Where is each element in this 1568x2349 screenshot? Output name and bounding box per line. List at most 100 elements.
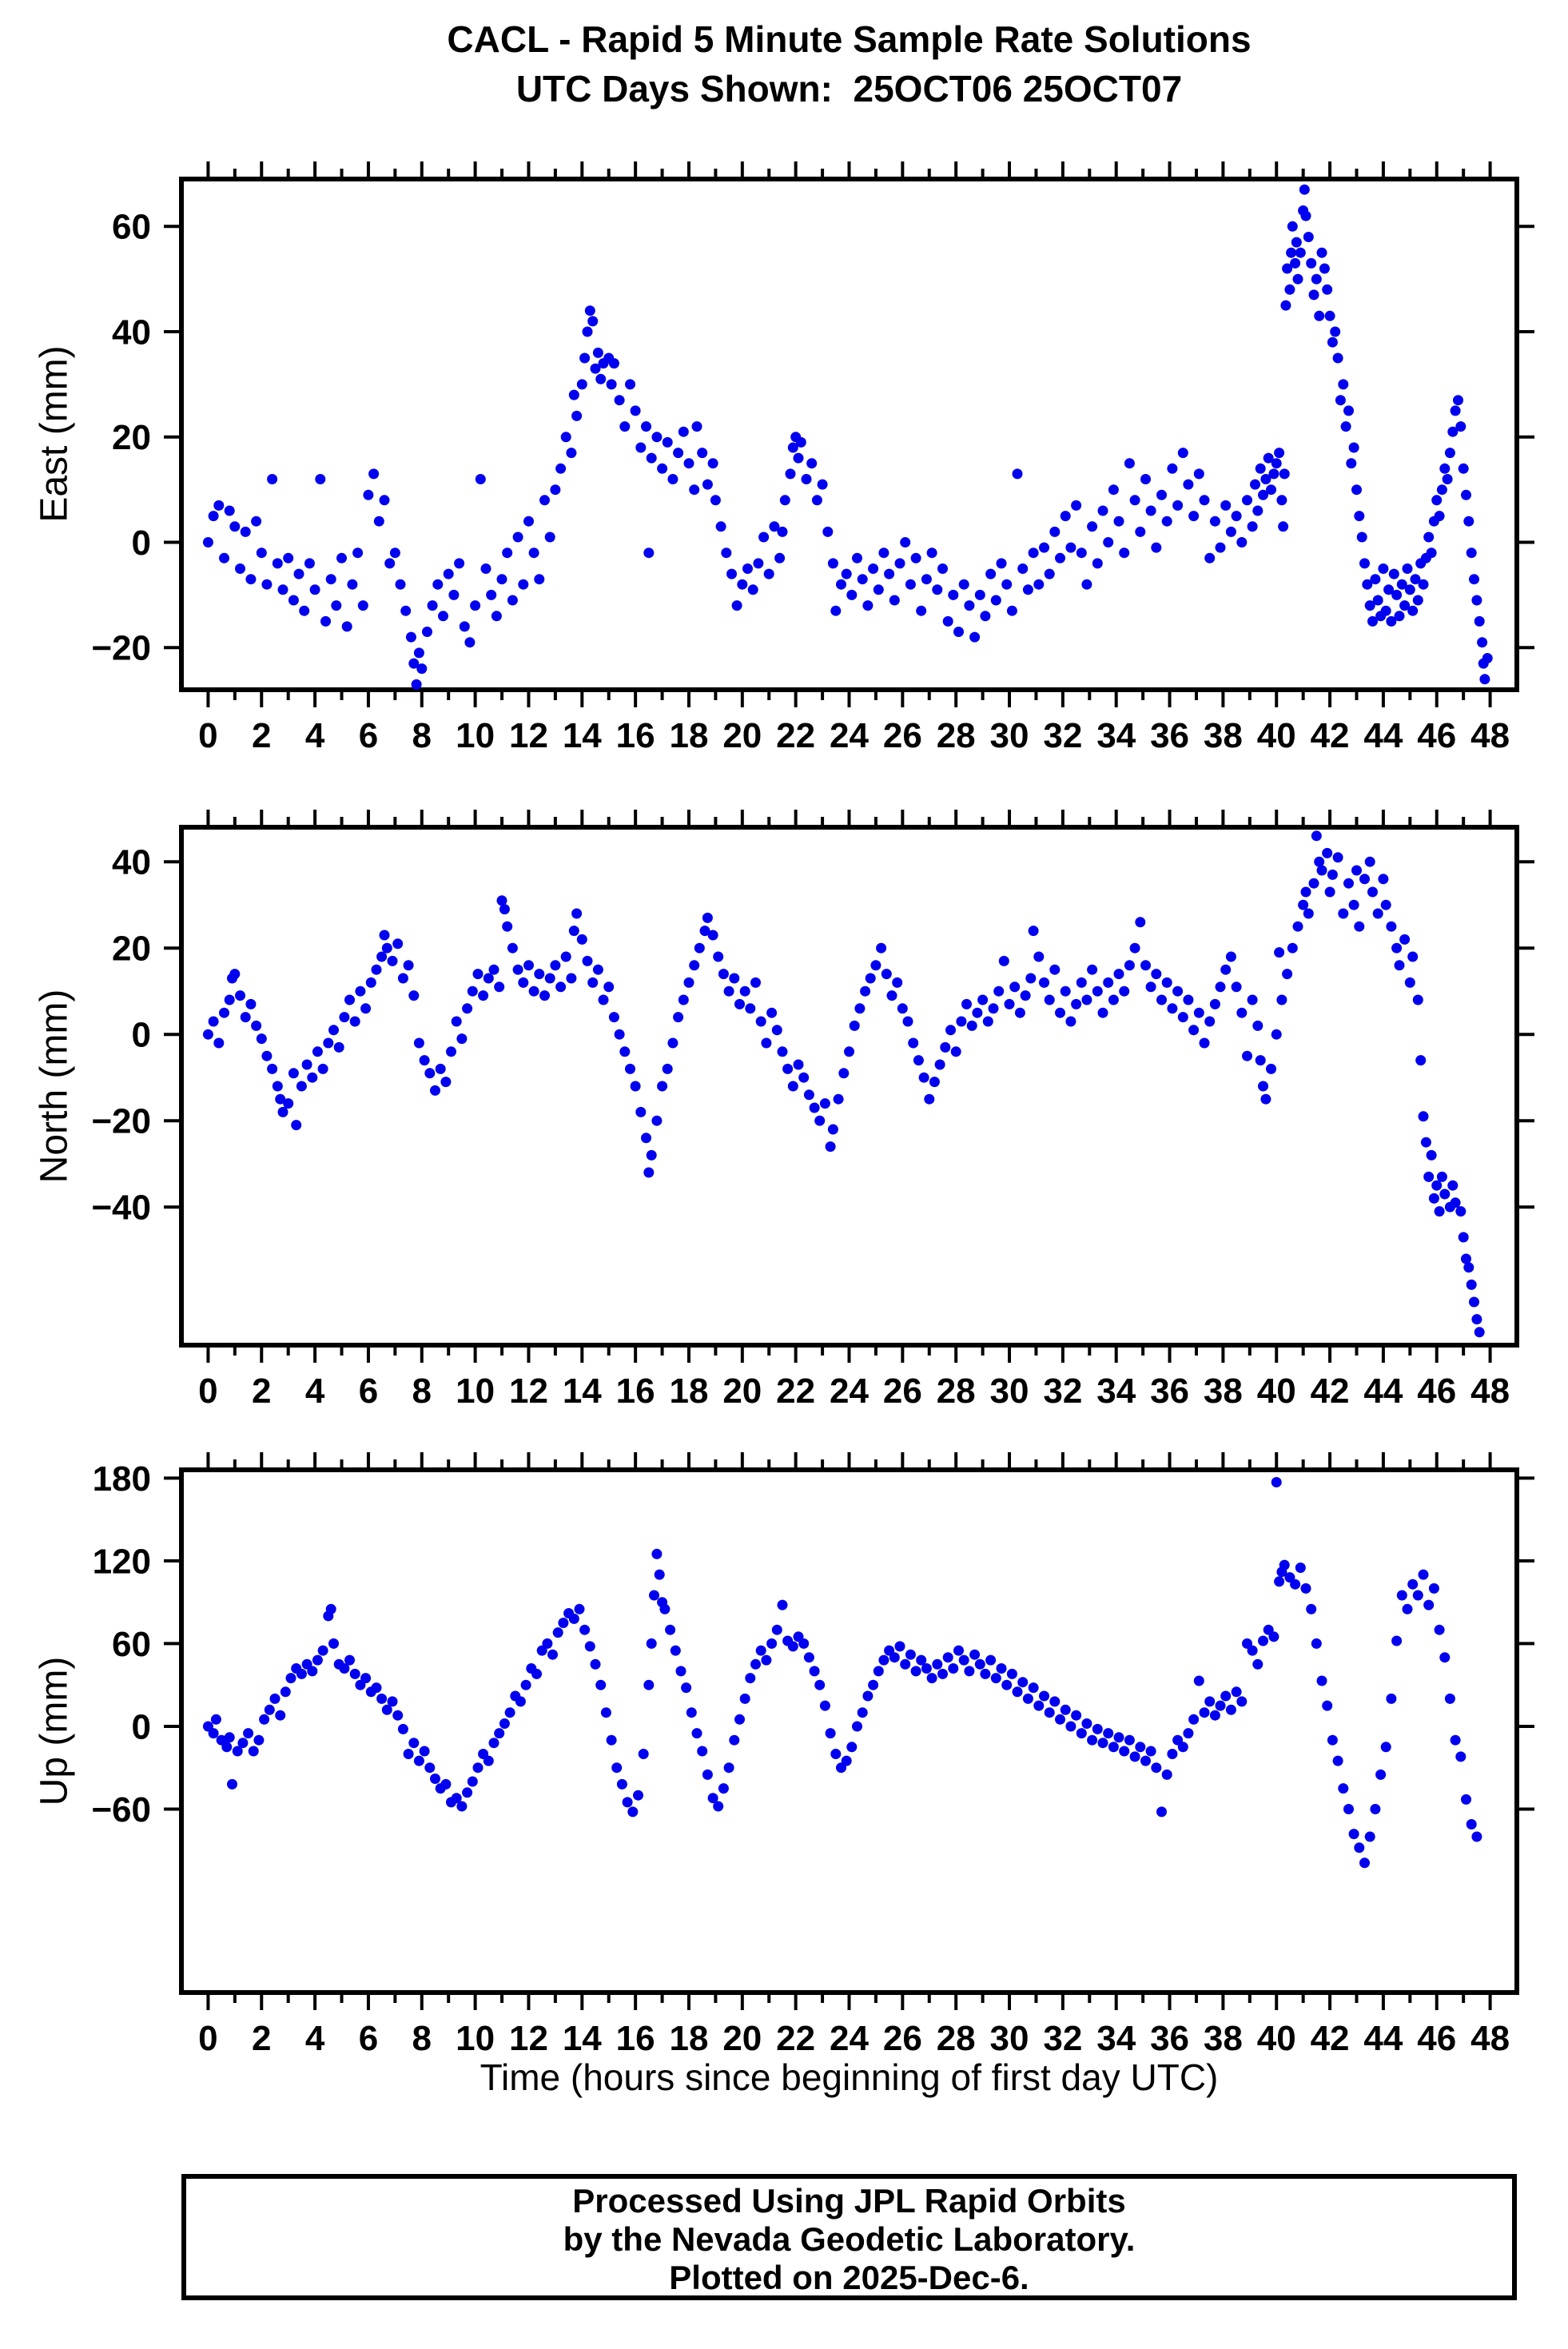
- x-tick-label: 42: [1311, 1372, 1350, 1411]
- x-tick-label: 14: [563, 716, 602, 755]
- y-axis-label-east: East (mm): [33, 345, 76, 523]
- scatter-points-east: [202, 184, 1493, 690]
- x-tick-label: 24: [830, 1372, 869, 1411]
- footer-line3: Plotted on 2025-Dec-6.: [669, 2259, 1029, 2296]
- x-tick-label: 44: [1363, 716, 1403, 755]
- panel-frame-up: [179, 1467, 1519, 1995]
- x-tick-label: 42: [1311, 2019, 1350, 2058]
- x-tick-label: 6: [359, 716, 378, 755]
- x-tick-label: 36: [1150, 2019, 1189, 2058]
- footer-box: Processed Using JPL Rapid Orbits by the …: [181, 2174, 1517, 2300]
- page-title-line1: CACL - Rapid 5 Minute Sample Rate Soluti…: [447, 18, 1252, 60]
- x-tick-label: 46: [1417, 716, 1456, 755]
- x-tick-label: 6: [359, 1372, 378, 1411]
- panel-up: 0 2 4 6 8 10 12 14 16 18 20 22 24 26 28 30 32 34 36 38 40 42 4…: [91, 1452, 1534, 2058]
- x-tick-label: 20: [722, 2019, 762, 2058]
- panel-north: 0 2 4 6 8 10 12 14 16 18 20 22 24 26 28 30 32 34 36 38 40 42 4…: [91, 810, 1534, 1411]
- x-tick-label: 32: [1043, 1372, 1082, 1411]
- x-tick-label: 8: [412, 1372, 432, 1411]
- x-tick-label: 4: [305, 1372, 325, 1411]
- footer-line2: by the Nevada Geodetic Laboratory.: [563, 2220, 1136, 2258]
- x-tick-label: 4: [305, 2019, 325, 2058]
- y-tick-label: 180: [93, 1459, 151, 1499]
- scatter-points-north: [202, 830, 1485, 1338]
- x-tick-label: 0: [198, 2019, 217, 2058]
- y-tick-label: −60: [91, 1790, 151, 1829]
- page-title-line2: UTC Days Shown: 25OCT06 25OCT07: [515, 68, 1183, 109]
- y-tick-label: −40: [91, 1188, 151, 1228]
- y-tick-label: 40: [112, 843, 151, 882]
- x-tick-label: 22: [776, 2019, 815, 2058]
- x-tick-label: 14: [563, 1372, 602, 1411]
- y-tick-label: 0: [132, 1016, 151, 1055]
- x-tick-label: 10: [456, 716, 495, 755]
- x-tick-label: 2: [252, 716, 271, 755]
- x-tick-label: 34: [1096, 716, 1136, 755]
- panel-east: 0 2 4 6 8 10 12 14 16 18 20 22 24 26 28 30 32 34 36 38 40 42 4…: [91, 161, 1534, 755]
- x-tick-label: 26: [883, 1372, 922, 1411]
- x-tick-label: 12: [509, 2019, 548, 2058]
- x-tick-label: 20: [722, 716, 762, 755]
- x-tick-label: 26: [883, 716, 922, 755]
- x-tick-label: 20: [722, 1372, 762, 1411]
- x-tick-label: 18: [670, 716, 709, 755]
- x-tick-label: 30: [990, 1372, 1029, 1411]
- x-tick-label: 8: [412, 2019, 432, 2058]
- x-tick-label: 48: [1470, 1372, 1510, 1411]
- x-tick-label: 4: [305, 716, 325, 755]
- x-tick-label: 32: [1043, 2019, 1082, 2058]
- x-tick-label: 34: [1096, 1372, 1136, 1411]
- x-tick-label: 2: [252, 2019, 271, 2058]
- x-tick-label: 38: [1204, 2019, 1243, 2058]
- x-tick-label: 40: [1257, 1372, 1296, 1411]
- panel-frame-north: [179, 825, 1519, 1348]
- y-tick-label: 60: [112, 208, 151, 247]
- x-tick-label: 22: [776, 1372, 815, 1411]
- y-tick-label: −20: [91, 629, 151, 668]
- x-tick-label: 18: [670, 1372, 709, 1411]
- x-tick-label: 28: [937, 716, 976, 755]
- y-tick-label: 0: [132, 1707, 151, 1746]
- x-tick-label: 26: [883, 2019, 922, 2058]
- x-tick-label: 28: [937, 1372, 976, 1411]
- x-tick-label: 44: [1363, 2019, 1403, 2058]
- x-tick-label: 44: [1363, 1372, 1403, 1411]
- x-tick-label: 40: [1257, 2019, 1296, 2058]
- x-tick-label: 38: [1204, 1372, 1243, 1411]
- x-tick-label: 40: [1257, 716, 1296, 755]
- x-tick-label: 30: [990, 2019, 1029, 2058]
- x-tick-label: 32: [1043, 716, 1082, 755]
- x-tick-label: 16: [616, 716, 655, 755]
- y-axis-label-north: North (mm): [33, 989, 76, 1184]
- x-tick-label: 16: [616, 1372, 655, 1411]
- x-tick-label: 6: [359, 2019, 378, 2058]
- panel-frame-east: [179, 177, 1519, 692]
- scatter-points-up: [202, 1477, 1482, 1869]
- x-tick-label: 22: [776, 716, 815, 755]
- x-tick-label: 34: [1096, 2019, 1136, 2058]
- y-tick-label: 120: [93, 1542, 151, 1581]
- x-tick-label: 48: [1470, 2019, 1510, 2058]
- x-tick-label: 16: [616, 2019, 655, 2058]
- x-tick-label: 0: [198, 1372, 217, 1411]
- x-tick-label: 14: [563, 2019, 602, 2058]
- x-tick-label: 24: [830, 716, 869, 755]
- y-tick-label: 60: [112, 1625, 151, 1664]
- y-tick-label: −20: [91, 1102, 151, 1141]
- x-tick-label: 18: [670, 2019, 709, 2058]
- x-tick-label: 24: [830, 2019, 869, 2058]
- x-tick-label: 36: [1150, 716, 1189, 755]
- x-tick-label: 36: [1150, 1372, 1189, 1411]
- x-tick-label: 30: [990, 716, 1029, 755]
- x-tick-label: 38: [1204, 716, 1243, 755]
- x-tick-label: 28: [937, 2019, 976, 2058]
- x-tick-label: 46: [1417, 1372, 1456, 1411]
- x-tick-label: 2: [252, 1372, 271, 1411]
- footer-line1: Processed Using JPL Rapid Orbits: [572, 2182, 1126, 2220]
- x-tick-label: 10: [456, 1372, 495, 1411]
- y-tick-label: 40: [112, 313, 151, 352]
- y-axis-label-up: Up (mm): [33, 1656, 76, 1806]
- x-tick-label: 48: [1470, 716, 1510, 755]
- y-tick-label: 20: [112, 418, 151, 457]
